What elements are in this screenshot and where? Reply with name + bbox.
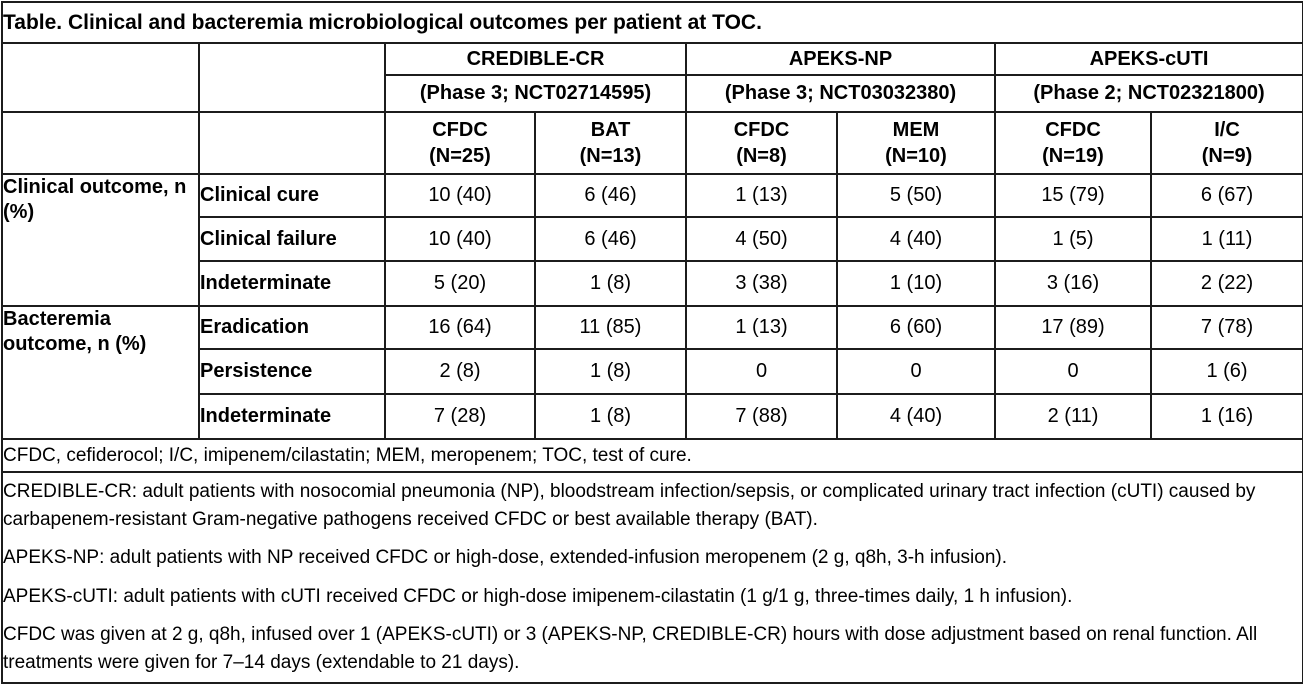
arm-header: CFDC (N=19) <box>994 111 1152 175</box>
arm-n: (N=19) <box>1042 145 1104 167</box>
table-row: Clinical outcome, n (%) Clinical cure 10… <box>1 173 1303 307</box>
table-cell: 3 (16) <box>994 260 1152 307</box>
footnote-dosing: CFDC was given at 2 g, q8h, infused over… <box>3 624 1258 673</box>
arm-name: I/C <box>1214 119 1240 141</box>
table-cell: 0 <box>994 348 1152 395</box>
table-cell: 4 (40) <box>836 216 996 262</box>
row-label: Indeterminate <box>198 260 386 307</box>
footnote-apeks-cuti: APEKS-cUTI: adult patients with cUTI rec… <box>3 585 1073 607</box>
table-cell: 11 (85) <box>534 305 687 350</box>
group-label-bacteremia-outcome: Bacteremia outcome, n (%) <box>1 305 200 440</box>
row-label: Clinical cure <box>198 173 386 218</box>
table-cell: 10 (40) <box>384 216 536 262</box>
blank-cell <box>1 42 200 113</box>
table-cell: 1 (8) <box>534 393 687 440</box>
footnote-abbreviations: CFDC, cefiderocol; I/C, imipenem/cilasta… <box>0 438 1303 473</box>
arm-name: MEM <box>892 119 940 141</box>
arm-n: (N=13) <box>579 145 642 167</box>
group-label-clinical-outcome: Clinical outcome, n (%) <box>1 173 200 307</box>
arm-n: (N=8) <box>736 145 787 167</box>
arm-n: (N=25) <box>429 145 491 167</box>
table-cell: 1 (5) <box>994 216 1152 262</box>
arm-header: MEM (N=10) <box>836 111 996 175</box>
table-row: Persistence 2 (8) 1 (8) 0 0 0 1 (6) <box>2 348 1303 395</box>
table-cell: 1 (13) <box>685 173 838 218</box>
table-cell: 1 (8) <box>534 348 687 395</box>
table-title: Table. Clinical and bacteremia microbiol… <box>0 1 1303 44</box>
arm-name: CFDC <box>1045 119 1101 141</box>
table-cell: 2 (11) <box>994 393 1152 440</box>
table-row: Bacteremia outcome, n (%) Eradication 16… <box>1 305 1303 440</box>
table-cell: 1 (10) <box>836 260 996 307</box>
blank-cell <box>198 42 386 113</box>
arm-header: CFDC (N=25) <box>384 111 536 175</box>
table-cell: 1 (13) <box>685 305 838 350</box>
table-cell: 7 (28) <box>384 393 536 440</box>
arm-header: I/C (N=9) <box>1149 111 1303 175</box>
table-cell: 7 (78) <box>1149 305 1303 350</box>
table-cell: 6 (46) <box>534 173 687 218</box>
row-label: Persistence <box>198 348 386 395</box>
arm-n: (N=9) <box>1201 145 1253 167</box>
table-row: Clinical failure 10 (40) 6 (46) 4 (50) 4… <box>2 216 1303 262</box>
table-cell: 10 (40) <box>384 173 536 218</box>
footnote-apeks-np: APEKS-NP: adult patients with NP receive… <box>3 547 1007 569</box>
table-cell: 4 (40) <box>836 393 996 440</box>
arm-name: CFDC <box>432 119 488 141</box>
table-cell: 15 (79) <box>994 173 1152 218</box>
table-cell: 7 (88) <box>685 393 838 440</box>
table-cell: 2 (22) <box>1149 260 1303 307</box>
table-cell: 0 <box>836 348 996 395</box>
table-cell: 6 (67) <box>1149 173 1303 218</box>
study-header-apeks-np: APEKS-NP <box>685 42 996 76</box>
table-cell: 6 (46) <box>534 216 687 262</box>
row-label: Indeterminate <box>198 393 386 440</box>
footnote-block: CREDIBLE-CR: adult patients with nosocom… <box>0 470 1303 684</box>
table-cell: 3 (38) <box>685 260 838 307</box>
study-header-apeks-cuti: APEKS-cUTI <box>993 42 1303 76</box>
table-row: Indeterminate 7 (28) 1 (8) 7 (88) 4 (40)… <box>2 393 1303 440</box>
table-cell: 5 (20) <box>384 260 536 307</box>
blank-cell <box>198 111 386 175</box>
table-cell: 16 (64) <box>384 305 536 350</box>
table-cell: 5 (50) <box>836 173 996 218</box>
table-cell: 6 (60) <box>836 305 996 350</box>
blank-cell <box>1 111 200 175</box>
table-cell: 1 (6) <box>1149 348 1303 395</box>
row-label: Clinical failure <box>198 216 386 262</box>
arm-name: BAT <box>590 119 631 141</box>
arm-name: CFDC <box>733 119 790 141</box>
table-cell: 17 (89) <box>994 305 1152 350</box>
table-cell: 1 (11) <box>1149 216 1303 262</box>
study-header-credible-cr: CREDIBLE-CR <box>384 42 687 76</box>
table-row: Indeterminate 5 (20) 1 (8) 3 (38) 1 (10)… <box>2 260 1303 307</box>
study-phase-apeks-np: (Phase 3; NCT03032380) <box>685 74 996 113</box>
arm-header: BAT (N=13) <box>534 111 687 175</box>
table-cell: 1 (16) <box>1149 393 1303 440</box>
table-cell: 1 (8) <box>534 260 687 307</box>
table-cell: 4 (50) <box>685 216 838 262</box>
table-cell: 0 <box>685 348 838 395</box>
table-cell: 2 (8) <box>384 348 536 395</box>
arm-n: (N=10) <box>885 145 947 167</box>
row-label: Eradication <box>198 305 386 350</box>
arm-header: CFDC (N=8) <box>685 111 838 175</box>
footnote-credible-cr: CREDIBLE-CR: adult patients with nosocom… <box>3 481 1256 530</box>
study-phase-credible-cr: (Phase 3; NCT02714595) <box>384 74 687 113</box>
study-phase-apeks-cuti: (Phase 2; NCT02321800) <box>993 74 1303 113</box>
